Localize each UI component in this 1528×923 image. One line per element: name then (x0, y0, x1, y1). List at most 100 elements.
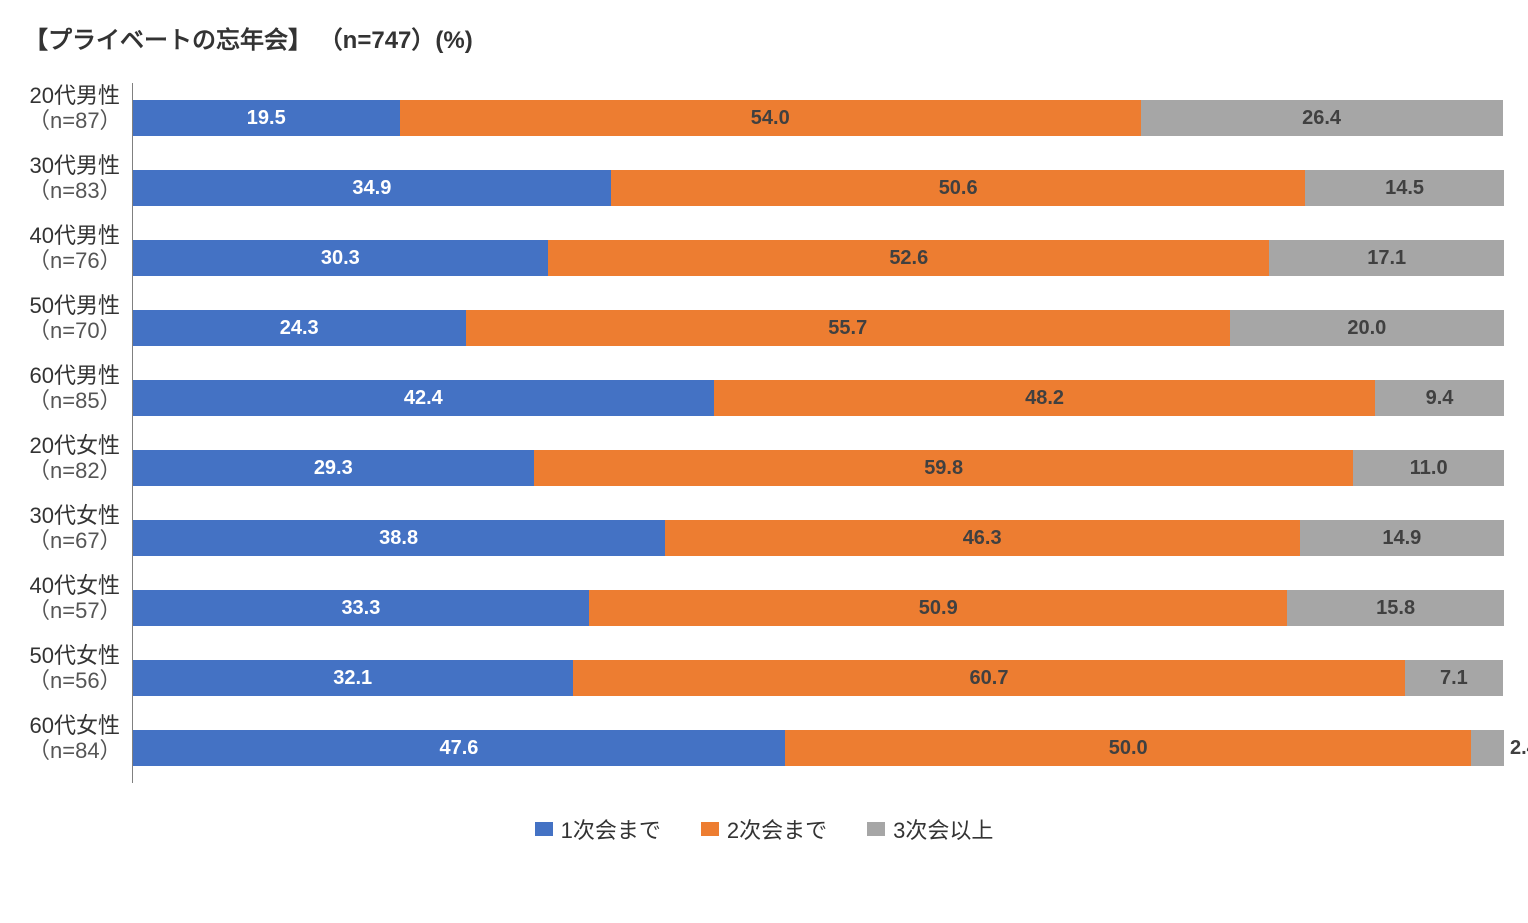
bar-value-label: 38.8 (379, 527, 418, 550)
bar-segment-s1: 30.3 (133, 240, 549, 276)
bar-segment-s1: 33.3 (133, 590, 590, 626)
bar-value-label: 24.3 (280, 317, 319, 340)
bar-value-label: 14.5 (1385, 177, 1424, 200)
category-label-main: 40代男性 (30, 223, 120, 248)
bar-value-label: 46.3 (963, 527, 1002, 550)
category-label-main: 30代女性 (30, 503, 120, 528)
bar-row: 34.9 50.6 14.5 (133, 153, 1504, 223)
bar-segment-s1: 34.9 (133, 170, 612, 206)
bar-segment-s1: 42.4 (133, 380, 714, 416)
bar-value-label: 59.8 (924, 457, 963, 480)
bar-value-label: 15.8 (1376, 597, 1415, 620)
category-label-main: 20代女性 (30, 433, 120, 458)
bar-row: 47.6 50.0 2.4 (133, 713, 1504, 783)
legend-swatch (867, 822, 885, 836)
bar-segment-s2: 59.8 (534, 450, 1353, 486)
bar-track: 19.5 54.0 26.4 (133, 100, 1504, 136)
category-label-main: 20代男性 (30, 83, 120, 108)
category-label: 60代女性（n=84） (28, 713, 122, 783)
chart-title: 【プライベートの忘年会】 （n=747）(%) (24, 20, 1504, 55)
legend-item: 2次会まで (701, 813, 827, 845)
legend-label: 2次会まで (727, 813, 827, 845)
category-label-n: （n=76） (28, 248, 122, 273)
bar-segment-s3: 7.1 (1405, 660, 1502, 696)
bar-value-label: 55.7 (828, 317, 867, 340)
bar-segment-s2: 54.0 (400, 100, 1141, 136)
bar-track: 47.6 50.0 2.4 (133, 730, 1504, 766)
bar-value-label: 47.6 (439, 737, 478, 760)
bar-value-label: 48.2 (1025, 387, 1064, 410)
legend-label: 1次会まで (561, 813, 661, 845)
bar-value-label: 30.3 (321, 247, 360, 270)
legend-item: 1次会まで (535, 813, 661, 845)
bar-row: 32.1 60.7 7.1 (133, 643, 1504, 713)
bar-segment-s2: 50.0 (785, 730, 1471, 766)
bar-segment-s1: 47.6 (133, 730, 786, 766)
category-label: 60代男性（n=85） (28, 363, 122, 433)
category-label-n: （n=70） (28, 318, 122, 343)
category-label: 20代女性（n=82） (28, 433, 122, 503)
bar-value-label: 20.0 (1347, 317, 1386, 340)
bar-track: 29.359.811.0 (133, 450, 1504, 486)
bar-value-label: 42.4 (404, 387, 443, 410)
legend-swatch (535, 822, 553, 836)
bar-value-label: 52.6 (889, 247, 928, 270)
category-label-main: 60代女性 (30, 713, 120, 738)
bar-value-label: 33.3 (341, 597, 380, 620)
bar-value-label: 54.0 (751, 107, 790, 130)
bar-segment-s3: 26.4 (1141, 100, 1503, 136)
bar-segment-s2: 46.3 (665, 520, 1300, 556)
y-axis-labels: 20代男性（n=87）30代男性（n=83）40代男性（n=76）50代男性（n… (28, 83, 132, 783)
bar-segment-s3: 20.0 (1230, 310, 1504, 346)
bar-row: 19.5 54.0 26.4 (133, 83, 1504, 153)
category-label-main: 30代男性 (30, 153, 120, 178)
bar-value-label: 32.1 (333, 667, 372, 690)
bar-value-label: 50.9 (919, 597, 958, 620)
category-label: 30代男性（n=83） (28, 153, 122, 223)
category-label-main: 40代女性 (30, 573, 120, 598)
category-label: 40代男性（n=76） (28, 223, 122, 293)
category-label: 30代女性（n=67） (28, 503, 122, 573)
bar-segment-s2: 50.9 (589, 590, 1287, 626)
bar-segment-s3: 2.4 (1471, 730, 1504, 766)
bar-segment-s2: 55.7 (466, 310, 1230, 346)
bar-segment-s1: 29.3 (133, 450, 534, 486)
bar-segment-s1: 32.1 (133, 660, 573, 696)
bar-value-label: 14.9 (1382, 527, 1421, 550)
category-label: 50代女性（n=56） (28, 643, 122, 713)
bar-value-label: 60.7 (970, 667, 1009, 690)
category-label: 40代女性（n=57） (28, 573, 122, 643)
bars-column: 19.5 54.0 26.4 34.9 50.6 14.5 30.3 52.6 17.1 24.3… (132, 83, 1504, 783)
legend-swatch (701, 822, 719, 836)
category-label-n: （n=57） (28, 598, 122, 623)
bar-segment-s2: 48.2 (714, 380, 1375, 416)
category-label-n: （n=84） (28, 738, 122, 763)
bar-row: 42.4 48.2 9.4 (133, 363, 1504, 433)
bar-track: 33.3 50.9 15.8 (133, 590, 1504, 626)
bar-value-label: 50.6 (939, 177, 978, 200)
bar-segment-s2: 50.6 (611, 170, 1305, 206)
category-label: 50代男性（n=70） (28, 293, 122, 363)
bar-value-label: 26.4 (1302, 107, 1341, 130)
bar-segment-s2: 60.7 (573, 660, 1405, 696)
chart-area: 20代男性（n=87）30代男性（n=83）40代男性（n=76）50代男性（n… (28, 83, 1504, 783)
category-label-main: 60代男性 (30, 363, 120, 388)
bar-row: 38.8 46.3 14.9 (133, 503, 1504, 573)
bar-segment-s3: 14.9 (1300, 520, 1504, 556)
bar-value-label: 34.9 (352, 177, 391, 200)
bar-track: 34.9 50.6 14.5 (133, 170, 1504, 206)
bar-segment-s1: 38.8 (133, 520, 665, 556)
legend: 1次会まで2次会まで3次会以上 (24, 813, 1504, 845)
bar-track: 24.3 55.7 20.0 (133, 310, 1504, 346)
bar-row: 24.3 55.7 20.0 (133, 293, 1504, 363)
bar-value-label: 50.0 (1109, 737, 1148, 760)
bar-value-label: 2.4 (1510, 737, 1528, 760)
bar-track: 42.4 48.2 9.4 (133, 380, 1504, 416)
bar-value-label: 19.5 (247, 107, 286, 130)
category-label-n: （n=83） (28, 178, 122, 203)
bar-segment-s3: 17.1 (1269, 240, 1504, 276)
bar-value-label: 29.3 (314, 457, 353, 480)
bar-value-label: 9.4 (1426, 387, 1454, 410)
bar-value-label: 17.1 (1367, 247, 1406, 270)
category-label-main: 50代女性 (30, 643, 120, 668)
